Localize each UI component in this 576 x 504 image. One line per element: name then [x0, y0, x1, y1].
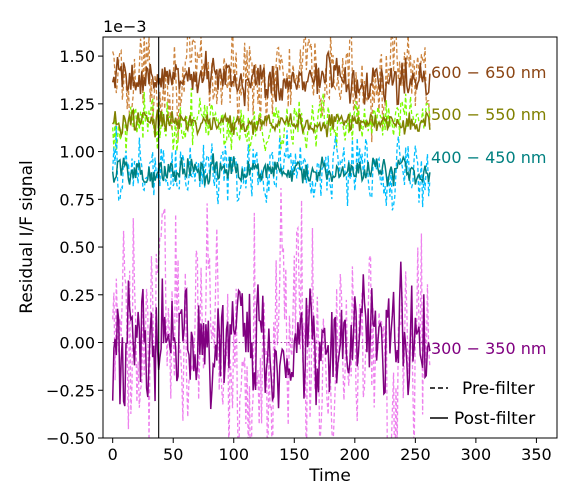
y-tick-label: 0.50: [59, 238, 95, 257]
band-label-300-350: 300 − 350 nm: [431, 339, 546, 358]
legend-post-filter-label: Post-filter: [454, 409, 535, 429]
band-label-500-550: 500 − 550 nm: [431, 105, 546, 124]
x-tick-label: 100: [218, 445, 249, 464]
axis-layer: 600 − 650 nm 500 − 550 nm 400 − 450 nm 300 …: [46, 36, 558, 464]
x-tick-label: 350: [521, 445, 552, 464]
band-label-400-450: 400 − 450 nm: [431, 148, 546, 167]
series-layer: [111, 37, 431, 438]
series-post-600-650: [111, 49, 431, 107]
y-axis-offset-label: 1e−3: [103, 17, 147, 36]
x-axis-label: Time: [308, 466, 351, 486]
x-tick-label: 250: [400, 445, 431, 464]
y-axis-label: Residual I/F signal: [17, 160, 37, 313]
x-tick-label: 300: [461, 445, 492, 464]
x-tick-label: 200: [340, 445, 371, 464]
series-post-300-350: [111, 261, 431, 410]
plot-frame: [102, 36, 558, 439]
x-tick-label: 150: [279, 445, 310, 464]
y-tick-label: 1.25: [59, 95, 95, 114]
series-pre-300-350: [112, 187, 431, 438]
y-tick-label: 0.75: [59, 190, 95, 209]
x-tick-label: 0: [108, 445, 118, 464]
x-tick-label: 50: [163, 445, 183, 464]
y-tick-label: 0.25: [59, 286, 95, 305]
y-tick-label: −0.25: [46, 381, 95, 400]
series-post-400-450: [111, 153, 431, 188]
band-label-600-650: 600 − 650 nm: [431, 63, 546, 82]
y-tick-label: 1.00: [59, 143, 95, 162]
series-post-500-550: [112, 107, 431, 138]
y-tick-label: 0.00: [59, 334, 95, 353]
y-tick-label: 1.50: [59, 47, 95, 66]
legend-pre-filter-label: Pre-filter: [462, 379, 535, 399]
y-tick-label: −0.50: [46, 429, 95, 448]
legend: Pre-filter Post-filter: [430, 379, 535, 429]
